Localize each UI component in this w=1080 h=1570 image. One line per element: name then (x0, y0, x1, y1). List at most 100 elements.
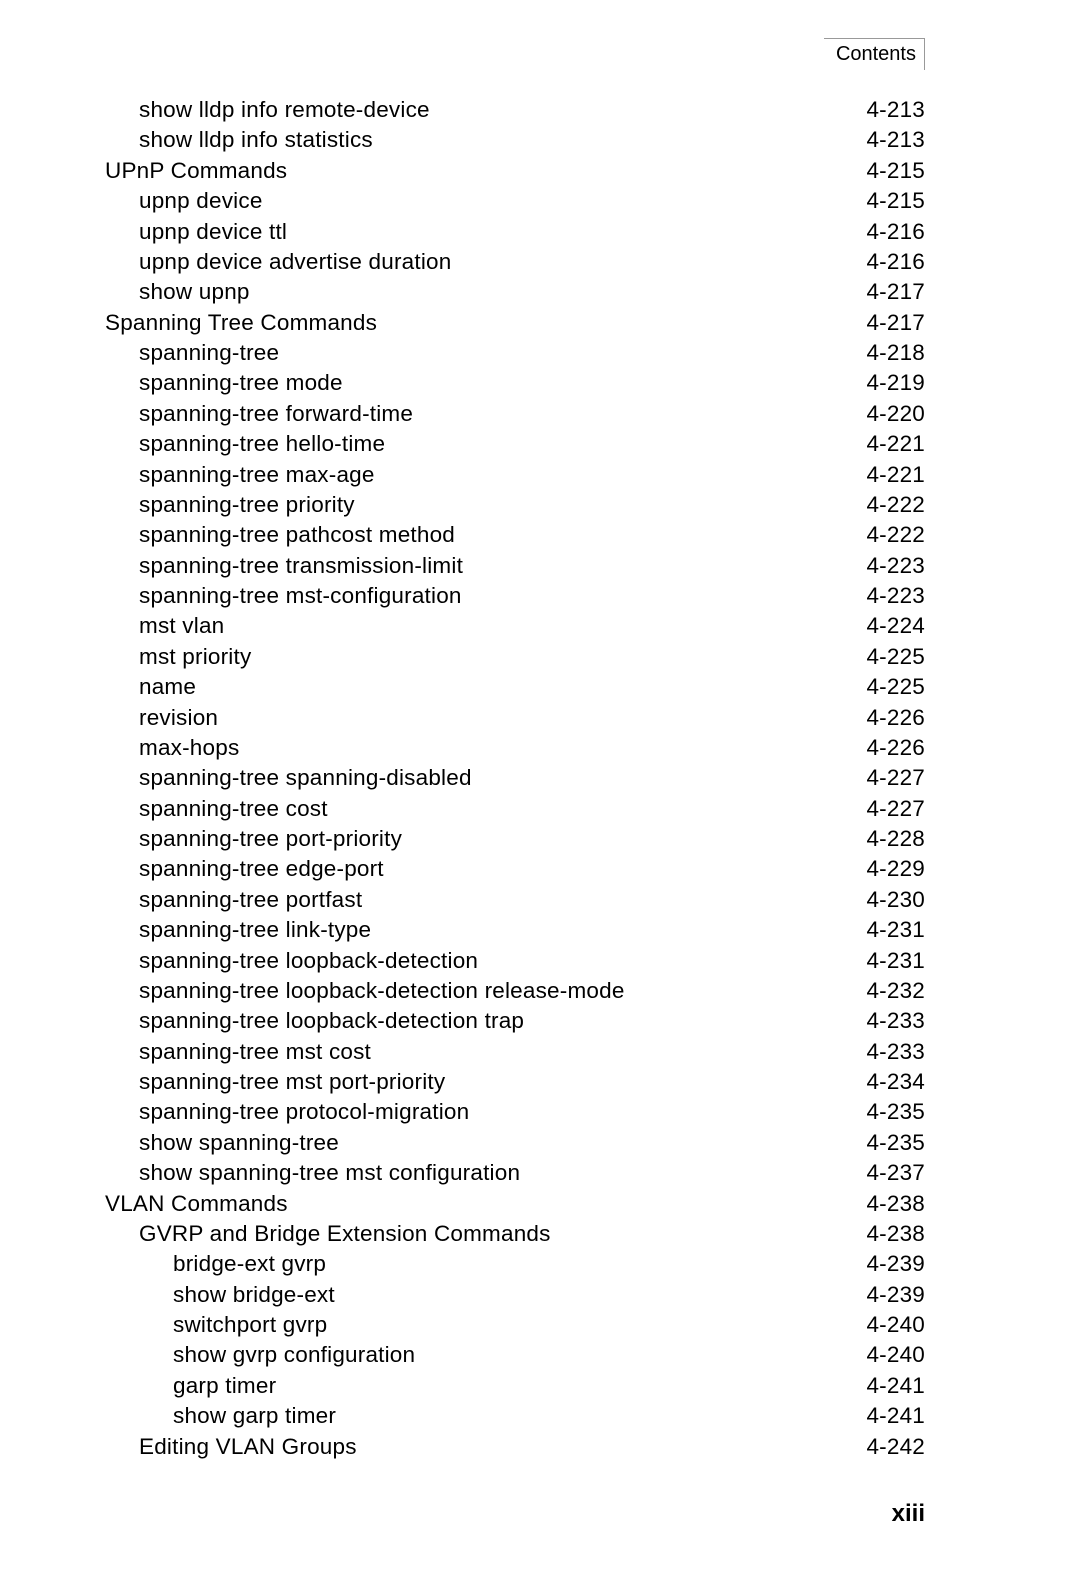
toc-entry-label: spanning-tree cost (105, 794, 328, 824)
header-contents-label: Contents (824, 38, 925, 70)
toc-row: show upnp4-217 (105, 277, 925, 307)
toc-entry-label: spanning-tree forward-time (105, 399, 413, 429)
toc-entry-page: 4-226 (846, 733, 925, 763)
toc-entry-page: 4-231 (846, 946, 925, 976)
toc-entry-page: 4-235 (846, 1097, 925, 1127)
toc-entry-page: 4-227 (846, 763, 925, 793)
toc-entry-page: 4-233 (846, 1006, 925, 1036)
toc-entry-page: 4-240 (846, 1340, 925, 1370)
toc-row: spanning-tree loopback-detection trap 4-2… (105, 1006, 925, 1036)
toc-entry-label: UPnP Commands (105, 156, 287, 186)
toc-row: spanning-tree hello-time 4-221 (105, 429, 925, 459)
toc-entry-page: 4-223 (846, 581, 925, 611)
toc-entry-page: 4-242 (846, 1432, 925, 1462)
toc-row: spanning-tree priority 4-222 (105, 490, 925, 520)
toc-row: spanning-tree loopback-detection 4-231 (105, 946, 925, 976)
toc-entry-page: 4-238 (846, 1219, 925, 1249)
toc-entry-page: 4-225 (846, 672, 925, 702)
toc-entry-label: mst vlan (105, 611, 224, 641)
toc-row: show gvrp configuration4-240 (105, 1340, 925, 1370)
toc-entry-page: 4-225 (846, 642, 925, 672)
toc-entry-page: 4-229 (846, 854, 925, 884)
toc-row: spanning-tree pathcost method4-222 (105, 520, 925, 550)
page-number: xiii (892, 1500, 925, 1528)
toc-entry-label: show lldp info remote-device (105, 95, 430, 125)
toc-row: show lldp info remote-device4-213 (105, 95, 925, 125)
toc-row: spanning-tree max-age 4-221 (105, 460, 925, 490)
toc-entry-label: name (105, 672, 196, 702)
toc-entry-label: spanning-tree transmission-limit (105, 551, 463, 581)
toc-row: spanning-tree mode4-219 (105, 368, 925, 398)
toc-entry-label: spanning-tree edge-port (105, 854, 384, 884)
toc-row: upnp device ttl4-216 (105, 217, 925, 247)
toc-entry-page: 4-222 (846, 490, 925, 520)
toc-row: max-hops 4-226 (105, 733, 925, 763)
toc-entry-page: 4-215 (846, 156, 925, 186)
toc-entry-label: upnp device ttl (105, 217, 287, 247)
toc-entry-page: 4-217 (846, 308, 925, 338)
toc-row: spanning-tree4-218 (105, 338, 925, 368)
toc-entry-label: spanning-tree mst port-priority (105, 1067, 445, 1097)
toc-entry-page: 4-237 (846, 1158, 925, 1188)
toc-entry-label: revision (105, 703, 218, 733)
toc-row: Spanning Tree Commands 4-217 (105, 308, 925, 338)
toc-row: spanning-tree mst cost4-233 (105, 1037, 925, 1067)
toc-entry-label: spanning-tree mode (105, 368, 343, 398)
toc-entry-label: show spanning-tree mst configuration (105, 1158, 520, 1188)
toc-row: spanning-tree port-priority4-228 (105, 824, 925, 854)
toc-row: show spanning-tree 4-235 (105, 1128, 925, 1158)
toc-entry-page: 4-231 (846, 915, 925, 945)
toc-entry-page: 4-216 (846, 247, 925, 277)
toc-row: spanning-tree forward-time4-220 (105, 399, 925, 429)
toc-row: spanning-tree portfast 4-230 (105, 885, 925, 915)
toc-entry-label: spanning-tree protocol-migration (105, 1097, 469, 1127)
toc-container: show lldp info remote-device4-213show ll… (105, 95, 925, 1462)
toc-entry-label: spanning-tree hello-time (105, 429, 385, 459)
toc-entry-page: 4-221 (846, 460, 925, 490)
toc-entry-label: spanning-tree portfast (105, 885, 362, 915)
toc-entry-page: 4-232 (846, 976, 925, 1006)
toc-row: GVRP and Bridge Extension Commands4-238 (105, 1219, 925, 1249)
toc-row: spanning-tree spanning-disabled4-227 (105, 763, 925, 793)
toc-row: garp timer 4-241 (105, 1371, 925, 1401)
toc-entry-page: 4-221 (846, 429, 925, 459)
toc-row: spanning-tree edge-port 4-229 (105, 854, 925, 884)
toc-entry-page: 4-241 (846, 1371, 925, 1401)
toc-entry-page: 4-240 (846, 1310, 925, 1340)
toc-entry-label: Spanning Tree Commands (105, 308, 377, 338)
toc-row: mst vlan4-224 (105, 611, 925, 641)
toc-entry-label: show lldp info statistics (105, 125, 373, 155)
toc-entry-label: spanning-tree priority (105, 490, 355, 520)
toc-entry-page: 4-230 (846, 885, 925, 915)
toc-entry-label: spanning-tree link-type (105, 915, 371, 945)
toc-entry-page: 4-213 (846, 125, 925, 155)
toc-entry-label: spanning-tree mst cost (105, 1037, 371, 1067)
toc-entry-label: spanning-tree loopback-detection trap (105, 1006, 524, 1036)
toc-entry-label: Editing VLAN Groups (105, 1432, 357, 1462)
toc-row: revision 4-226 (105, 703, 925, 733)
toc-row: upnp device4-215 (105, 186, 925, 216)
toc-entry-label: switchport gvrp (105, 1310, 327, 1340)
toc-entry-label: spanning-tree max-age (105, 460, 375, 490)
toc-entry-page: 4-234 (846, 1067, 925, 1097)
toc-entry-page: 4-226 (846, 703, 925, 733)
toc-entry-page: 4-238 (846, 1189, 925, 1219)
toc-entry-page: 4-217 (846, 277, 925, 307)
toc-entry-label: garp timer (105, 1371, 276, 1401)
toc-row: upnp device advertise duration4-216 (105, 247, 925, 277)
toc-entry-label: spanning-tree port-priority (105, 824, 402, 854)
toc-row: bridge-ext gvrp4-239 (105, 1249, 925, 1279)
toc-row: show spanning-tree mst configuration 4-23… (105, 1158, 925, 1188)
toc-entry-page: 4-239 (846, 1280, 925, 1310)
toc-row: show bridge-ext 4-239 (105, 1280, 925, 1310)
toc-row: spanning-tree mst port-priority 4-234 (105, 1067, 925, 1097)
toc-entry-label: max-hops (105, 733, 239, 763)
toc-row: switchport gvrp 4-240 (105, 1310, 925, 1340)
toc-entry-label: show bridge-ext (105, 1280, 335, 1310)
toc-entry-page: 4-235 (846, 1128, 925, 1158)
toc-row: spanning-tree mst-configuration 4-223 (105, 581, 925, 611)
toc-entry-label: show spanning-tree (105, 1128, 339, 1158)
toc-entry-label: VLAN Commands (105, 1189, 288, 1219)
toc-entry-label: spanning-tree mst-configuration (105, 581, 462, 611)
toc-entry-label: spanning-tree loopback-detection (105, 946, 478, 976)
